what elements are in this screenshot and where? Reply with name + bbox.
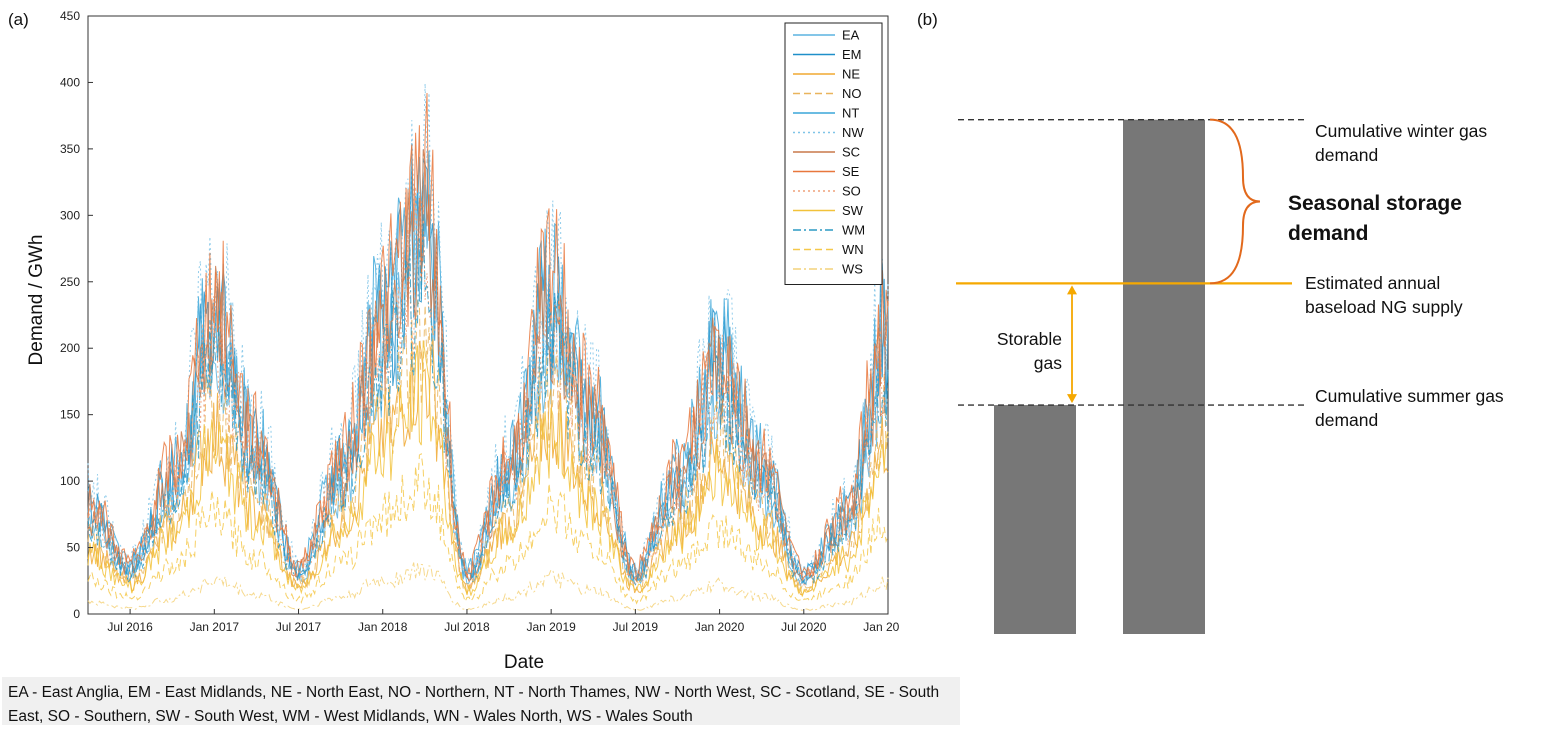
- legend-label: NT: [842, 106, 859, 121]
- y-tick-label: 250: [60, 275, 80, 289]
- x-tick-label: Jul 2019: [613, 620, 659, 634]
- seasonal-storage-diagram: Cumulative winter gas demand Seasonal stor…: [956, 118, 1504, 635]
- series-line-sc: [87, 149, 889, 583]
- arrow-head-down: [1067, 394, 1077, 404]
- y-tick-label: 200: [60, 341, 80, 355]
- arrow-head-up: [1067, 285, 1077, 295]
- legend-label: WS: [842, 262, 863, 277]
- x-tick-label: Jan 2021: [863, 620, 900, 634]
- x-tick-label: Jan 2018: [358, 620, 408, 634]
- legend-label: NW: [842, 125, 864, 140]
- y-tick-label: 150: [60, 408, 80, 422]
- series-line-sw: [87, 340, 889, 597]
- legend-label: SO: [842, 184, 861, 199]
- winter-demand-label: Cumulative winter gas demand: [1315, 121, 1487, 165]
- x-tick-label: Jan 2020: [695, 620, 745, 634]
- x-tick-label: Jul 2020: [781, 620, 827, 634]
- x-tick-label: Jul 2017: [276, 620, 322, 634]
- storable-gas-label: Storable gas: [997, 329, 1062, 373]
- series-line-wm: [87, 214, 889, 588]
- panel-b-label: (b): [917, 10, 938, 29]
- summer-demand-label: Cumulative summer gas demand: [1315, 386, 1504, 430]
- storage-brace: [1209, 118, 1261, 285]
- legend-label: SE: [842, 164, 860, 179]
- legend-label: NE: [842, 67, 860, 82]
- series-line-wn: [87, 452, 889, 605]
- legend: EA EM NE NO NT NW SC SE SO SW WM WN WS: [784, 22, 883, 285]
- legend-label: WN: [842, 242, 864, 257]
- x-axis-ticks: Jul 2016 Jan 2017 Jul 2017 Jan 2018 Jul 2018…: [107, 609, 900, 634]
- y-tick-label: 50: [67, 541, 81, 555]
- series-line-no: [87, 299, 889, 593]
- seasonal-storage-label: Seasonal storage demand: [1288, 192, 1462, 245]
- legend-label: SC: [842, 145, 860, 160]
- winter-demand-bar: [1123, 119, 1205, 635]
- demand-line-chart: 0 50 100 150 200 250 300 350 400 450 Jul 2016 Jan …: [26, 9, 900, 673]
- x-tick-label: Jan 2019: [526, 620, 576, 634]
- legend-box: [784, 22, 883, 285]
- series-line-nw: [87, 83, 889, 581]
- baseload-label: Estimated annual baseload NG supply: [1305, 273, 1463, 317]
- y-axis-label: Demand / GWh: [26, 235, 47, 366]
- region-abbreviations-note: EA - East Anglia, EM - East Midlands, NE…: [2, 677, 960, 725]
- x-tick-label: Jul 2018: [444, 620, 490, 634]
- legend-label: SW: [842, 203, 864, 218]
- legend-label: EM: [842, 47, 862, 62]
- panel-a-label: (a): [8, 10, 29, 29]
- legend-label: NO: [842, 86, 862, 101]
- x-tick-label: Jan 2017: [190, 620, 240, 634]
- legend-label: EA: [842, 28, 860, 43]
- series-line-ws: [87, 562, 889, 611]
- series-lines: [87, 83, 889, 611]
- summer-demand-bar: [994, 405, 1076, 634]
- x-axis-label: Date: [504, 652, 544, 673]
- y-tick-label: 400: [60, 75, 80, 89]
- y-tick-label: 350: [60, 142, 80, 156]
- legend-label: WM: [842, 223, 865, 238]
- y-tick-label: 300: [60, 208, 80, 222]
- y-axis-ticks: 0 50 100 150 200 250 300 350 400 450: [60, 9, 93, 621]
- y-tick-label: 0: [73, 607, 80, 621]
- y-tick-label: 450: [60, 9, 80, 23]
- x-tick-label: Jul 2016: [107, 620, 153, 634]
- y-tick-label: 100: [60, 474, 80, 488]
